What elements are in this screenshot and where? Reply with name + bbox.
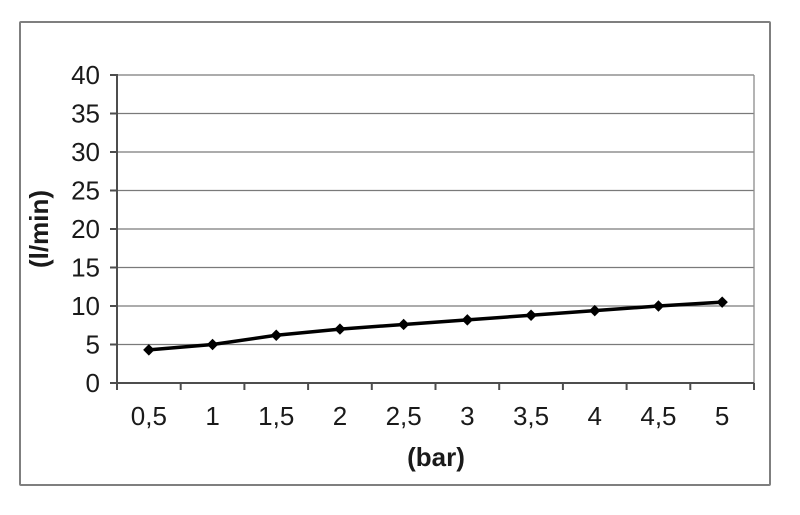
- x-tick-label: 4,5: [640, 401, 676, 431]
- series-line: [147, 300, 724, 352]
- y-tick-label: 5: [86, 330, 100, 360]
- x-tick-label: 1: [205, 401, 219, 431]
- y-tick-label: 15: [71, 253, 100, 283]
- data-point-marker: [461, 314, 474, 326]
- data-point-marker: [397, 318, 410, 331]
- data-point-marker: [334, 323, 346, 335]
- x-tick-label: 0,5: [131, 401, 167, 431]
- x-tick-label: 4: [588, 401, 602, 431]
- axis-ticks-group: [110, 74, 755, 390]
- data-point-marker: [143, 344, 155, 356]
- y-tick-label: 0: [86, 368, 100, 398]
- data-point-marker: [525, 309, 537, 321]
- data-series-group: [143, 296, 728, 356]
- data-point-marker: [652, 300, 665, 312]
- x-tick-label: 5: [715, 401, 729, 431]
- x-tick-label: 2,5: [386, 401, 422, 431]
- x-tick-label: 1,5: [258, 401, 294, 431]
- y-tick-label: 10: [71, 291, 100, 321]
- y-axis-title: (l/min): [24, 190, 54, 268]
- y-tick-label: 20: [71, 214, 100, 244]
- x-axis-title: (bar): [407, 442, 465, 472]
- tick-labels-group: 0 5 10 15 20 25 30 35 40 0,5 1 1,5 2 2,5 3 3,5 4 4,5 5: [71, 60, 729, 431]
- y-tick-label: 30: [71, 137, 100, 167]
- y-tick-label: 35: [71, 99, 100, 129]
- x-tick-label: 2: [333, 401, 347, 431]
- data-point-marker: [206, 338, 219, 351]
- y-tick-label: 25: [71, 176, 100, 206]
- x-tick-label: 3,5: [513, 401, 549, 431]
- x-tick-label: 3: [460, 401, 474, 431]
- chart-area-frame: [19, 21, 771, 486]
- data-point-marker: [270, 329, 282, 341]
- data-point-marker: [589, 304, 601, 317]
- data-point-marker: [716, 296, 728, 308]
- y-tick-label: 40: [71, 60, 100, 90]
